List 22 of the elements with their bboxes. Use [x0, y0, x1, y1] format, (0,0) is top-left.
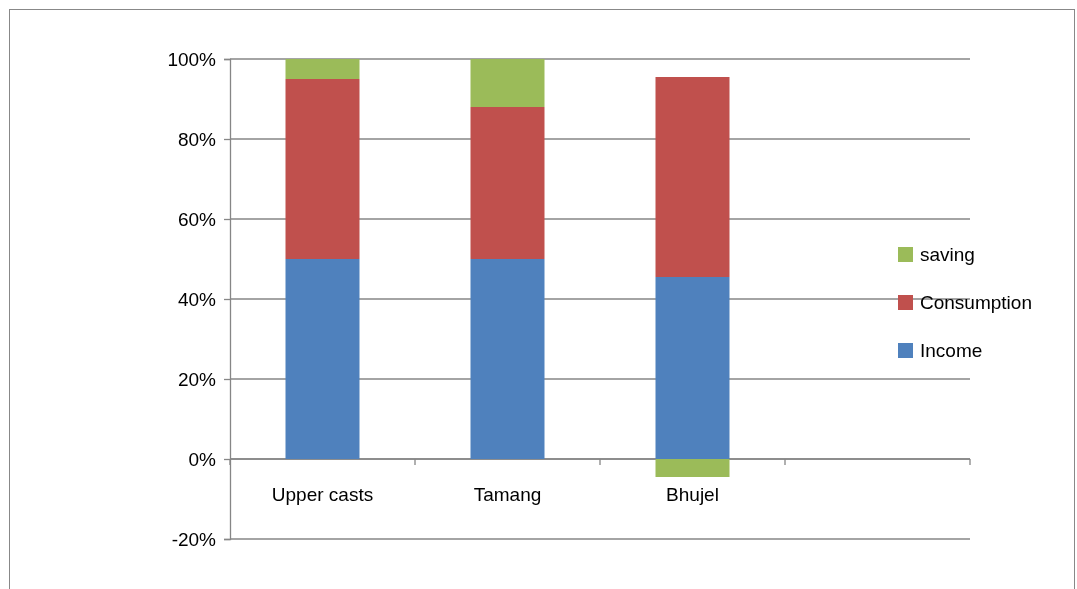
- legend-label: Income: [920, 340, 983, 361]
- bar: [655, 459, 730, 477]
- legend-label: Consumption: [920, 292, 1032, 313]
- x-tick-label: Upper casts: [271, 484, 374, 505]
- y-tick-label: 100%: [167, 48, 217, 70]
- bar: [285, 79, 360, 259]
- bar: [285, 259, 360, 459]
- bar: [655, 277, 730, 459]
- bar: [470, 59, 545, 107]
- legend-label: saving: [920, 244, 975, 265]
- bar: [655, 77, 730, 277]
- y-tick-label: -20%: [171, 528, 217, 550]
- y-tick-label: 40%: [177, 288, 217, 310]
- y-tick-label: 20%: [177, 368, 217, 390]
- bar: [470, 259, 545, 459]
- x-tick-label: Bhujel: [666, 484, 719, 505]
- y-tick-label: 0%: [188, 448, 217, 470]
- bar: [285, 59, 360, 79]
- y-tick-label: 80%: [177, 128, 217, 150]
- x-tick-label: Tamang: [473, 484, 542, 505]
- bar: [470, 107, 545, 259]
- y-tick-label: 60%: [177, 208, 217, 230]
